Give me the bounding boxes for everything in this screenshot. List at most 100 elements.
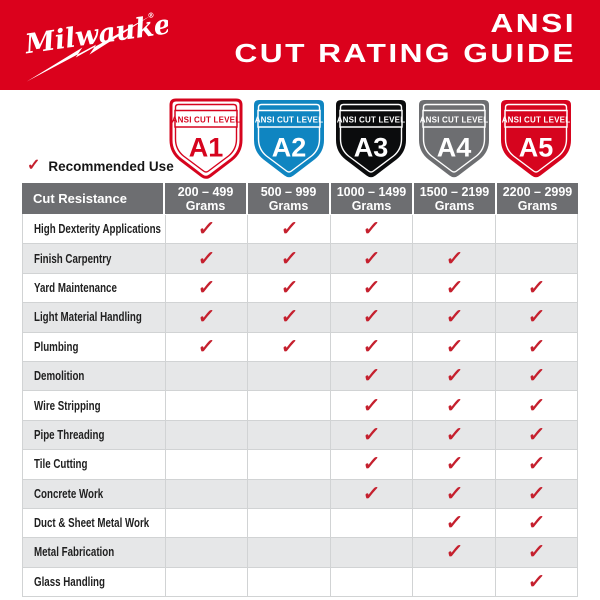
use-label-text: Wire Stripping xyxy=(34,398,101,413)
check-cell-a2: ✓ xyxy=(247,273,329,303)
check-cell-a2 xyxy=(247,361,329,391)
shield-icon: ANSI CUT LEVEL A5 xyxy=(501,100,572,178)
check-cell-a5: ✓ xyxy=(494,361,577,391)
recommended-use-label: Recommended Use xyxy=(48,158,174,174)
shield-icon: ANSI CUT LEVEL A2 xyxy=(253,100,324,178)
check-cell-a2 xyxy=(247,567,329,597)
use-label: Tile Cutting xyxy=(23,450,165,478)
check-icon: ✓ xyxy=(197,218,217,241)
check-cell-a1 xyxy=(165,361,247,391)
lightning-bolt-icon xyxy=(26,15,151,82)
check-cell-a5: ✓ xyxy=(494,420,577,450)
check-icon: ✓ xyxy=(444,453,464,476)
check-icon: ✓ xyxy=(197,335,217,358)
table-row: Tile Cutting ✓ ✓ ✓ xyxy=(23,449,577,479)
column-header-a4: 1500 – 2199 Grams xyxy=(414,183,495,214)
check-icon: ✓ xyxy=(444,482,464,505)
check-cell-a3 xyxy=(329,567,412,597)
table-row: High Dexterity Applications ✓ ✓ ✓ xyxy=(23,214,577,244)
check-icon: ✓ xyxy=(361,247,382,270)
title-line-2: CUT RATING GUIDE xyxy=(234,38,576,68)
column-header-cut-resistance: Cut Resistance xyxy=(22,183,163,214)
check-cell-a1 xyxy=(165,420,247,450)
check-icon: ✓ xyxy=(526,394,546,417)
milwaukee-logo-text: Milwaukee xyxy=(22,7,168,61)
check-cell-a5 xyxy=(494,215,577,244)
check-cell-a1: ✓ xyxy=(165,215,247,244)
badge-banner-text: ANSI CUT LEVEL xyxy=(337,115,406,124)
badge-level-text: A3 xyxy=(354,133,389,163)
check-cell-a3 xyxy=(329,508,412,538)
page-title: ANSI CUT RATING GUIDE xyxy=(234,8,576,68)
gram-unit: Grams xyxy=(351,198,392,213)
check-icon: ✓ xyxy=(526,482,546,505)
check-icon: ✓ xyxy=(279,276,299,299)
use-label-text: Plumbing xyxy=(34,339,79,354)
badge-level-text: A2 xyxy=(271,133,306,163)
check-icon: ✓ xyxy=(526,335,546,358)
check-icon: ✓ xyxy=(526,570,546,593)
use-label: Wire Stripping xyxy=(23,391,165,419)
check-icon: ✓ xyxy=(361,218,382,241)
check-cell-a2: ✓ xyxy=(247,303,329,332)
check-cell-a3: ✓ xyxy=(329,479,412,508)
recommended-use-legend: ✓ Recommended Use xyxy=(27,158,174,174)
check-cell-a3: ✓ xyxy=(329,244,412,273)
cut-level-badges: ANSI CUT LEVEL A1 ANSI CUT LEVEL A2 ANSI CUT… xyxy=(0,98,600,182)
header-banner: Milwaukee ® ANSI CUT RATING GUIDE xyxy=(0,0,600,90)
use-label-text: Finish Carpentry xyxy=(34,251,112,266)
table-row: Yard Maintenance ✓ ✓ ✓ ✓ ✓ xyxy=(23,272,577,303)
check-icon: ✓ xyxy=(361,335,382,358)
check-cell-a4: ✓ xyxy=(412,538,494,567)
check-icon: ✓ xyxy=(361,453,382,476)
check-cell-a4 xyxy=(412,567,494,597)
gram-unit: Grams xyxy=(268,198,309,213)
check-cell-a4: ✓ xyxy=(412,450,494,479)
use-label: Demolition xyxy=(23,362,165,390)
column-header-a2: 500 – 999 Grams xyxy=(248,183,329,214)
check-cell-a5: ✓ xyxy=(494,273,577,303)
check-icon: ✓ xyxy=(526,423,546,446)
check-icon: ✓ xyxy=(444,423,464,446)
check-cell-a2: ✓ xyxy=(247,332,329,361)
check-cell-a3: ✓ xyxy=(329,361,412,391)
use-label: High Dexterity Applications xyxy=(23,215,165,243)
check-cell-a5: ✓ xyxy=(494,303,577,332)
check-cell-a3: ✓ xyxy=(329,450,412,479)
check-cell-a3: ✓ xyxy=(329,303,412,332)
use-label: Glass Handling xyxy=(23,568,165,596)
cut-level-badge-a4: ANSI CUT LEVEL A4 xyxy=(417,98,491,180)
gram-range: 2200 – 2999 xyxy=(502,184,573,199)
check-cell-a4: ✓ xyxy=(412,508,494,538)
use-label-text: Glass Handling xyxy=(34,574,105,589)
gram-range: 1500 – 2199 xyxy=(419,184,490,199)
shield-icon: ANSI CUT LEVEL A1 xyxy=(169,98,243,179)
use-label-text: Duct & Sheet Metal Work xyxy=(34,516,150,531)
check-cell-a5: ✓ xyxy=(494,391,577,420)
column-header-a1: 200 – 499 Grams xyxy=(165,183,246,214)
check-icon: ✓ xyxy=(444,394,464,417)
check-cell-a4: ✓ xyxy=(412,244,494,273)
check-icon: ✓ xyxy=(444,541,464,564)
check-icon: ✓ xyxy=(444,512,464,535)
check-cell-a1: ✓ xyxy=(165,273,247,303)
column-header-a5: 2200 – 2999 Grams xyxy=(497,183,578,214)
check-icon: ✓ xyxy=(526,365,546,388)
badge-banner-text: ANSI CUT LEVEL xyxy=(172,115,241,124)
check-icon: ✓ xyxy=(444,276,464,299)
use-label-text: High Dexterity Applications xyxy=(34,222,161,237)
check-cell-a3: ✓ xyxy=(329,391,412,420)
check-cell-a3 xyxy=(329,538,412,567)
check-cell-a2 xyxy=(247,450,329,479)
title-line-1: ANSI xyxy=(490,8,576,38)
rating-table-body: High Dexterity Applications ✓ ✓ ✓ Finish Car… xyxy=(22,214,578,598)
check-cell-a3: ✓ xyxy=(329,215,412,244)
registered-mark: ® xyxy=(147,10,155,20)
table-row: Finish Carpentry ✓ ✓ ✓ ✓ xyxy=(23,243,577,273)
gram-range: 1000 – 1499 xyxy=(336,184,407,199)
table-row: Pipe Threading ✓ ✓ ✓ xyxy=(23,419,577,450)
badge-level-text: A1 xyxy=(189,133,224,163)
gram-range: 200 – 499 xyxy=(177,184,234,199)
use-label-text: Light Material Handling xyxy=(34,310,142,325)
check-icon: ✓ xyxy=(361,306,382,329)
